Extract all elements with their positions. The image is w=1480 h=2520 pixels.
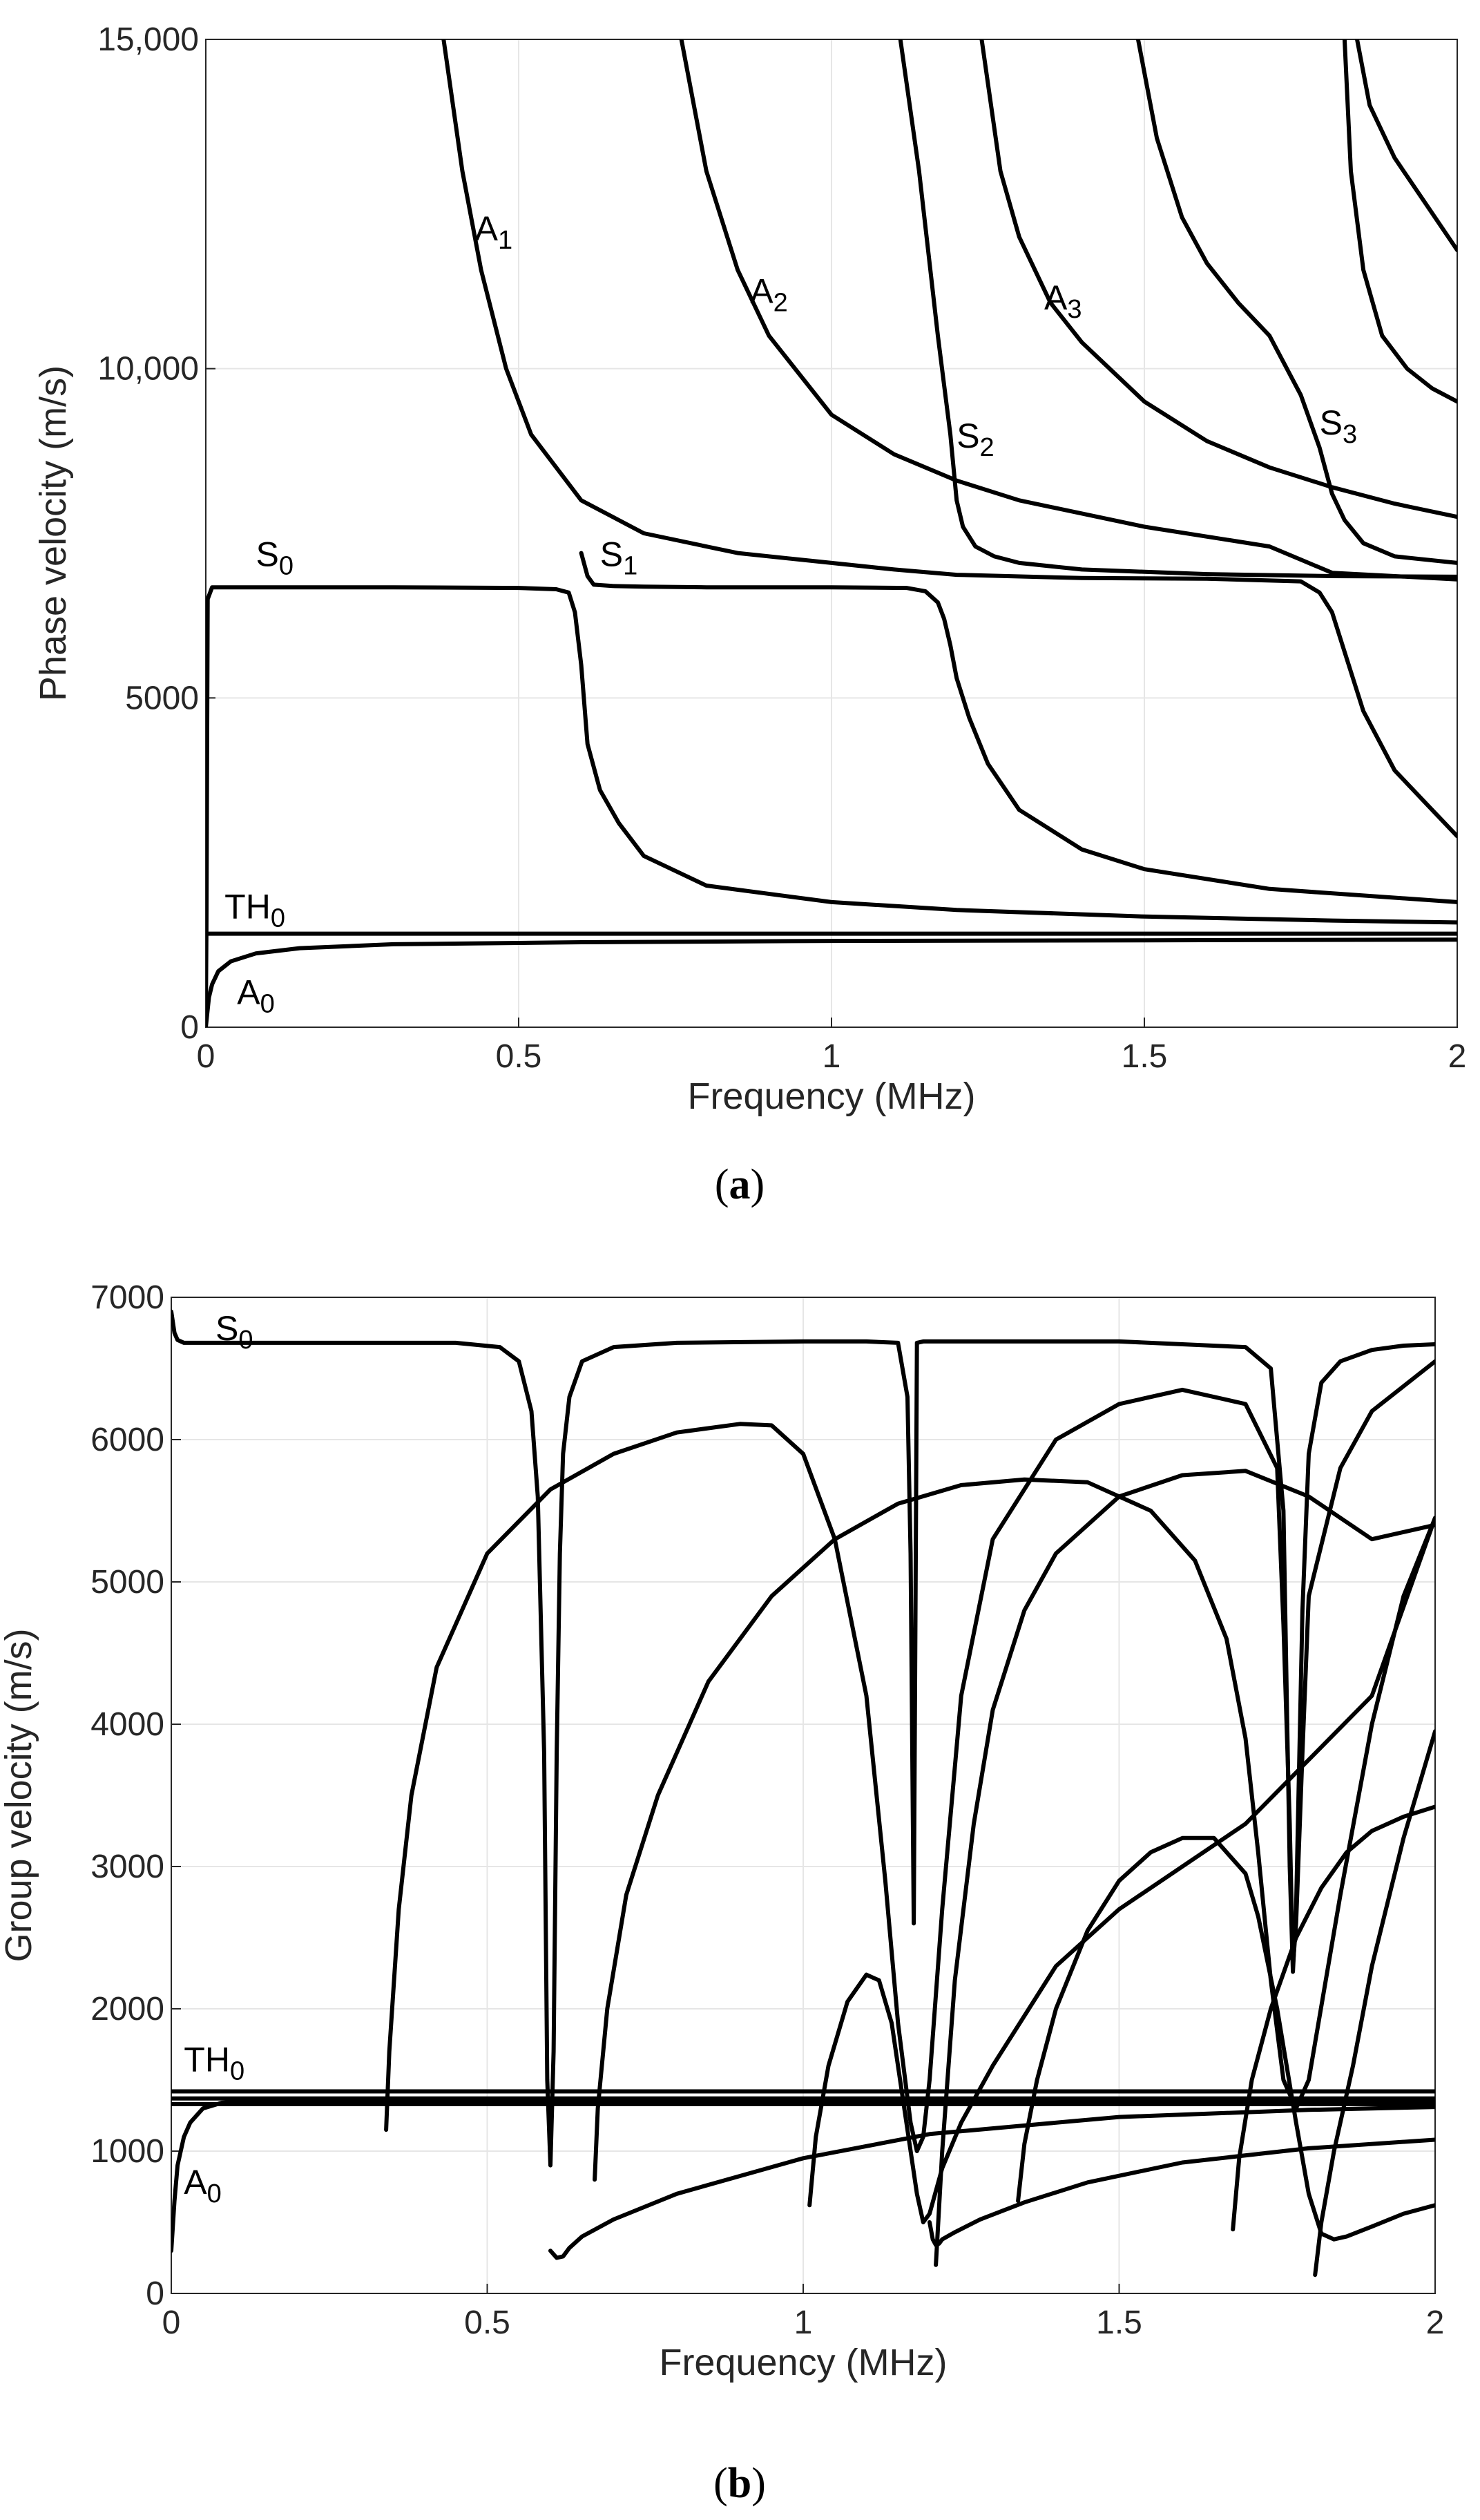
x-tick-label: 0.5	[464, 2304, 510, 2341]
series-line-mode-upper-2	[1355, 39, 1457, 253]
x-tick-label: 1.5	[1096, 2304, 1142, 2341]
mode-label-letter: A	[475, 209, 499, 248]
mode-label-letter: TH	[184, 2041, 230, 2079]
mode-label-letter: S	[600, 535, 623, 574]
y-tick-label: 7000	[90, 1279, 164, 1316]
series-line-s3	[1016, 1835, 1324, 2236]
mode-label-letter: A	[1044, 278, 1068, 317]
y-tick-label: 15,000	[97, 21, 199, 58]
mode-label-th0: TH0	[184, 2041, 244, 2086]
panel-label-b: (b)	[713, 2460, 766, 2507]
mode-label-subscript: 2	[980, 433, 994, 462]
mode-label-subscript: 2	[773, 288, 788, 317]
y-axis-label: Phase velocity (m/s)	[32, 365, 74, 701]
series-line-a1	[441, 39, 1457, 839]
x-tick-label: 1.5	[1122, 1038, 1168, 1075]
y-tick-label: 2000	[90, 1991, 164, 2027]
mode-label-letter: TH	[224, 888, 271, 926]
series-line-a3	[979, 39, 1457, 519]
series-line-a0	[206, 937, 1457, 1027]
mode-label-a0: A0	[237, 973, 275, 1019]
series-line-mode-upper-1	[1342, 39, 1457, 404]
y-tick-label: 6000	[90, 1422, 164, 1458]
series-line-mode-b-4	[1319, 2203, 1435, 2242]
series-line-s1	[579, 551, 1457, 904]
mode-label-s1: S1	[600, 535, 638, 581]
mode-label-a0: A0	[184, 2163, 222, 2208]
x-tick-label: 0	[197, 1038, 215, 1075]
series-line-a0	[171, 2098, 1435, 2253]
panel-label-a: (a)	[714, 1161, 765, 1208]
mode-label-letter: S	[215, 1309, 238, 1348]
y-tick-label: 10,000	[97, 351, 199, 388]
y-tick-label: 5000	[125, 680, 199, 716]
y-axis-label: Group velocity (m/s)	[0, 1628, 39, 1962]
mode-label-subscript: 0	[230, 2057, 244, 2086]
mode-label-letter: S	[1320, 403, 1343, 442]
y-tick-label: 0	[146, 2275, 164, 2312]
mode-label-subscript: 3	[1343, 420, 1357, 449]
mode-label-letter: A	[750, 271, 773, 310]
mode-label-a3: A3	[1044, 278, 1082, 324]
x-tick-label: 0	[162, 2304, 181, 2341]
mode-label-a1: A1	[475, 209, 513, 255]
mode-label-s2: S2	[957, 417, 994, 462]
x-tick-label: 1	[794, 2304, 813, 2341]
mode-label-subscript: 0	[279, 552, 294, 581]
series-line-s2	[898, 39, 1457, 579]
mode-label-subscript: 3	[1067, 295, 1082, 324]
mode-label-s0: S0	[215, 1309, 253, 1355]
y-tick-label: 5000	[90, 1564, 164, 1601]
x-tick-label: 0.5	[496, 1038, 542, 1075]
series-line-s1	[548, 2105, 1435, 2260]
mode-label-letter: S	[256, 535, 278, 574]
mode-label-s3: S3	[1320, 403, 1358, 449]
mode-label-letter: A	[184, 2163, 207, 2202]
mode-label-a2: A2	[750, 271, 788, 317]
x-axis-label: Frequency (MHz)	[687, 1076, 975, 1117]
series-line-mode-b-1	[807, 1516, 1435, 2224]
mode-label-letter: A	[237, 973, 260, 1012]
series-line-mode-b-2	[1231, 1804, 1435, 2232]
y-tick-label: 4000	[90, 1706, 164, 1743]
mode-label-th0: TH0	[224, 888, 285, 933]
mode-label-letter: S	[957, 417, 979, 455]
series-line-s2	[928, 2137, 1435, 2247]
series-line-s3	[1135, 39, 1457, 565]
mode-label-subscript: 0	[207, 2179, 222, 2208]
y-tick-label: 1000	[90, 2133, 164, 2170]
x-tick-label: 2	[1448, 1038, 1467, 1075]
mode-label-subscript: 0	[238, 1326, 253, 1355]
mode-label-subscript: 0	[271, 904, 285, 933]
chart-a-phase-velocity: 0 0.5 1 1.5 2 0 5000 10,000 15,000 Frequency (MHz…	[32, 21, 1467, 1117]
x-tick-label: 1	[823, 1038, 841, 1075]
x-axis-label: Frequency (MHz)	[659, 2342, 947, 2383]
mode-label-subscript: 1	[623, 552, 637, 581]
mode-label-subscript: 1	[498, 226, 512, 255]
series-line-a2	[679, 39, 1457, 582]
series-line-s0	[206, 585, 1457, 1023]
y-tick-label: 0	[180, 1009, 199, 1046]
x-tick-label: 2	[1426, 2304, 1445, 2341]
series-line-a2	[593, 1477, 1435, 2182]
chart-b-group-velocity: 0 0.5 1 1.5 2 0 1000 2000 3000 4000 5000 6000 7000 Fr…	[0, 1279, 1445, 2383]
series-line-mode-b-3	[1313, 1729, 1435, 2278]
y-tick-label: 3000	[90, 1849, 164, 1885]
mode-label-subscript: 0	[260, 990, 275, 1019]
series-line-a3	[934, 1469, 1435, 2267]
mode-label-s0: S0	[256, 535, 294, 581]
